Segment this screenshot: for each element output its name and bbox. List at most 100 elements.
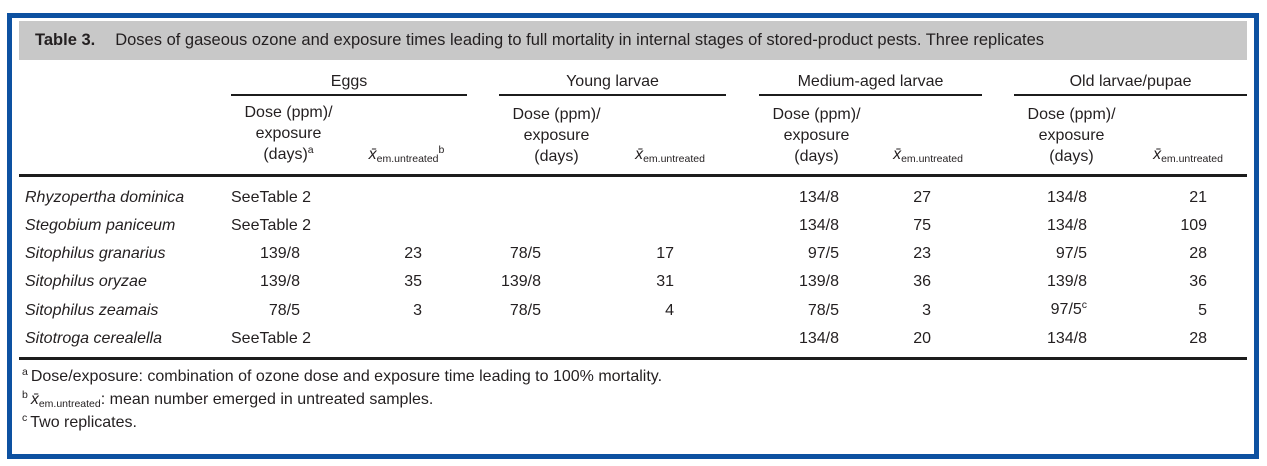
group-gap bbox=[726, 73, 759, 95]
group-header-young-larvae: Young larvae bbox=[499, 73, 727, 96]
group-gap bbox=[467, 212, 499, 240]
cell-young-xbar: 4 bbox=[665, 301, 675, 319]
cell-old-xbar: 109 bbox=[1180, 217, 1208, 234]
cell-eggs-dose: SeeTable 2 bbox=[231, 217, 312, 234]
table-row: Stegobium paniceum SeeTable 2 134/8 75 1… bbox=[19, 212, 1247, 240]
species-header-spacer bbox=[19, 95, 231, 177]
group-gap bbox=[726, 296, 759, 325]
cell-eggs-xbar bbox=[346, 212, 467, 240]
col-header-xbar-eggs: x̄em.untreatedb bbox=[346, 95, 467, 177]
col-header-xbar-young: x̄em.untreated bbox=[614, 95, 727, 177]
cell-eggs-dose: SeeTable 2 bbox=[231, 189, 312, 206]
footnotes: a Dose/exposure: combination of ozone dos… bbox=[19, 357, 1247, 435]
cell-medium-xbar: 20 bbox=[913, 330, 932, 347]
cell-young-dose: 139/8 bbox=[500, 273, 541, 290]
table-row: Rhyzopertha dominica SeeTable 2 134/8 27… bbox=[19, 176, 1247, 213]
table-content: Eggs Young larvae Medium-aged larvae Old… bbox=[12, 60, 1254, 435]
group-gap bbox=[467, 268, 499, 296]
footnote-a-text: Dose/exposure: combination of ozone dose… bbox=[30, 368, 663, 385]
group-gap bbox=[982, 296, 1014, 325]
footnote-marker-a: a bbox=[307, 144, 314, 156]
group-gap bbox=[726, 176, 759, 213]
group-header-row: Eggs Young larvae Medium-aged larvae Old… bbox=[19, 73, 1248, 96]
group-gap bbox=[726, 95, 760, 177]
col-header-dose-young: Dose (ppm)/ exposure (days) bbox=[499, 95, 614, 177]
column-header-row: Dose (ppm)/ exposure (days)a x̄em.untrea… bbox=[19, 95, 1248, 177]
species-name: Rhyzopertha dominica bbox=[25, 189, 185, 206]
cell-eggs-xbar: 23 bbox=[404, 245, 422, 262]
group-gap bbox=[982, 73, 1014, 95]
group-gap bbox=[726, 212, 759, 240]
cell-old-dose: 134/8 bbox=[1046, 330, 1088, 347]
cell-medium-xbar: 3 bbox=[922, 301, 932, 319]
species-name: Sitotroga cerealella bbox=[25, 330, 162, 347]
group-gap bbox=[467, 73, 499, 95]
group-gap bbox=[982, 268, 1014, 296]
data-table: Eggs Young larvae Medium-aged larvae Old… bbox=[19, 73, 1248, 357]
col-header-dose-eggs: Dose (ppm)/ exposure (days)a bbox=[231, 95, 346, 177]
cell-medium-xbar: 23 bbox=[913, 245, 932, 262]
cell-old-dose: 139/8 bbox=[1046, 273, 1088, 290]
cell-old-dose: 134/8 bbox=[1046, 217, 1088, 234]
cell-young-dose bbox=[499, 325, 614, 357]
cell-old-dose: 134/8 bbox=[1046, 189, 1088, 206]
cell-young-dose bbox=[499, 176, 614, 213]
group-gap bbox=[982, 325, 1014, 357]
table-row: Sitophilus zeamais 78/5 3 78/5 4 78/5 3 … bbox=[19, 296, 1247, 325]
footnote-marker-b: b bbox=[438, 144, 445, 156]
col-header-xbar-medium: x̄em.untreated bbox=[874, 95, 983, 177]
cell-eggs-dose: SeeTable 2 bbox=[231, 330, 312, 347]
cell-medium-dose: 97/5 bbox=[807, 245, 840, 262]
col-header-dose-medium: Dose (ppm)/ exposure (days) bbox=[759, 95, 875, 177]
species-name: Sitophilus oryzae bbox=[25, 273, 147, 290]
cell-eggs-xbar: 3 bbox=[413, 301, 422, 319]
cell-eggs-dose: 139/8 bbox=[259, 245, 300, 262]
group-gap bbox=[467, 95, 499, 177]
group-gap bbox=[726, 268, 759, 296]
group-gap bbox=[726, 325, 759, 357]
footnote-c: c Two replicates. bbox=[22, 412, 1247, 435]
group-header-eggs: Eggs bbox=[231, 73, 467, 96]
cell-old-dose: 97/5 bbox=[1055, 245, 1088, 262]
table-row: Sitophilus oryzae 139/8 35 139/8 31 139/… bbox=[19, 268, 1247, 296]
footnote-marker-c: c bbox=[1081, 299, 1088, 311]
footnote-c-text: Two replicates. bbox=[30, 414, 137, 431]
group-gap bbox=[467, 325, 499, 357]
cell-eggs-xbar: 35 bbox=[404, 273, 422, 290]
cell-old-xbar: 28 bbox=[1189, 245, 1208, 262]
footnote-b-marker: b bbox=[22, 389, 28, 401]
cell-old-xbar: 28 bbox=[1189, 330, 1208, 347]
group-gap bbox=[982, 240, 1014, 268]
cell-young-xbar bbox=[614, 325, 726, 357]
cell-medium-dose: 78/5 bbox=[807, 301, 840, 319]
xbar-subscript: em.untreated bbox=[38, 398, 101, 410]
group-header-medium-aged-larvae: Medium-aged larvae bbox=[759, 73, 983, 96]
footnote-a-marker: a bbox=[22, 366, 28, 378]
species-name: Sitophilus granarius bbox=[25, 245, 166, 262]
group-gap bbox=[726, 240, 759, 268]
cell-young-xbar bbox=[614, 212, 726, 240]
table-row: Sitotroga cerealella SeeTable 2 134/8 20… bbox=[19, 325, 1247, 357]
cell-medium-xbar: 36 bbox=[913, 273, 932, 290]
table-frame: Table 3. Doses of gaseous ozone and expo… bbox=[7, 13, 1259, 459]
cell-old-xbar: 36 bbox=[1189, 273, 1208, 290]
group-gap bbox=[467, 240, 499, 268]
cell-old-xbar: 5 bbox=[1198, 301, 1208, 319]
cell-old-xbar: 21 bbox=[1189, 189, 1208, 206]
cell-eggs-dose: 78/5 bbox=[268, 301, 300, 319]
cell-young-dose bbox=[499, 212, 614, 240]
col-header-xbar-old: x̄em.untreated bbox=[1129, 95, 1248, 177]
footnote-c-marker: c bbox=[22, 412, 28, 424]
footnote-b: b x̄em.untreated: mean number emerged in … bbox=[22, 389, 1247, 412]
species-name: Stegobium paniceum bbox=[25, 217, 176, 234]
group-gap bbox=[982, 212, 1014, 240]
table-number-label: Table 3. bbox=[35, 31, 96, 49]
footnote-b-text: : mean number emerged in untreated sampl… bbox=[100, 391, 434, 408]
col-header-dose-old: Dose (ppm)/ exposure (days) bbox=[1014, 95, 1130, 177]
cell-young-xbar: 17 bbox=[656, 245, 675, 262]
footnote-a: a Dose/exposure: combination of ozone dos… bbox=[22, 366, 1247, 389]
cell-medium-xbar: 75 bbox=[913, 217, 932, 234]
group-gap bbox=[982, 176, 1014, 213]
species-header-spacer bbox=[19, 73, 231, 95]
cell-eggs-dose: 139/8 bbox=[259, 273, 300, 290]
